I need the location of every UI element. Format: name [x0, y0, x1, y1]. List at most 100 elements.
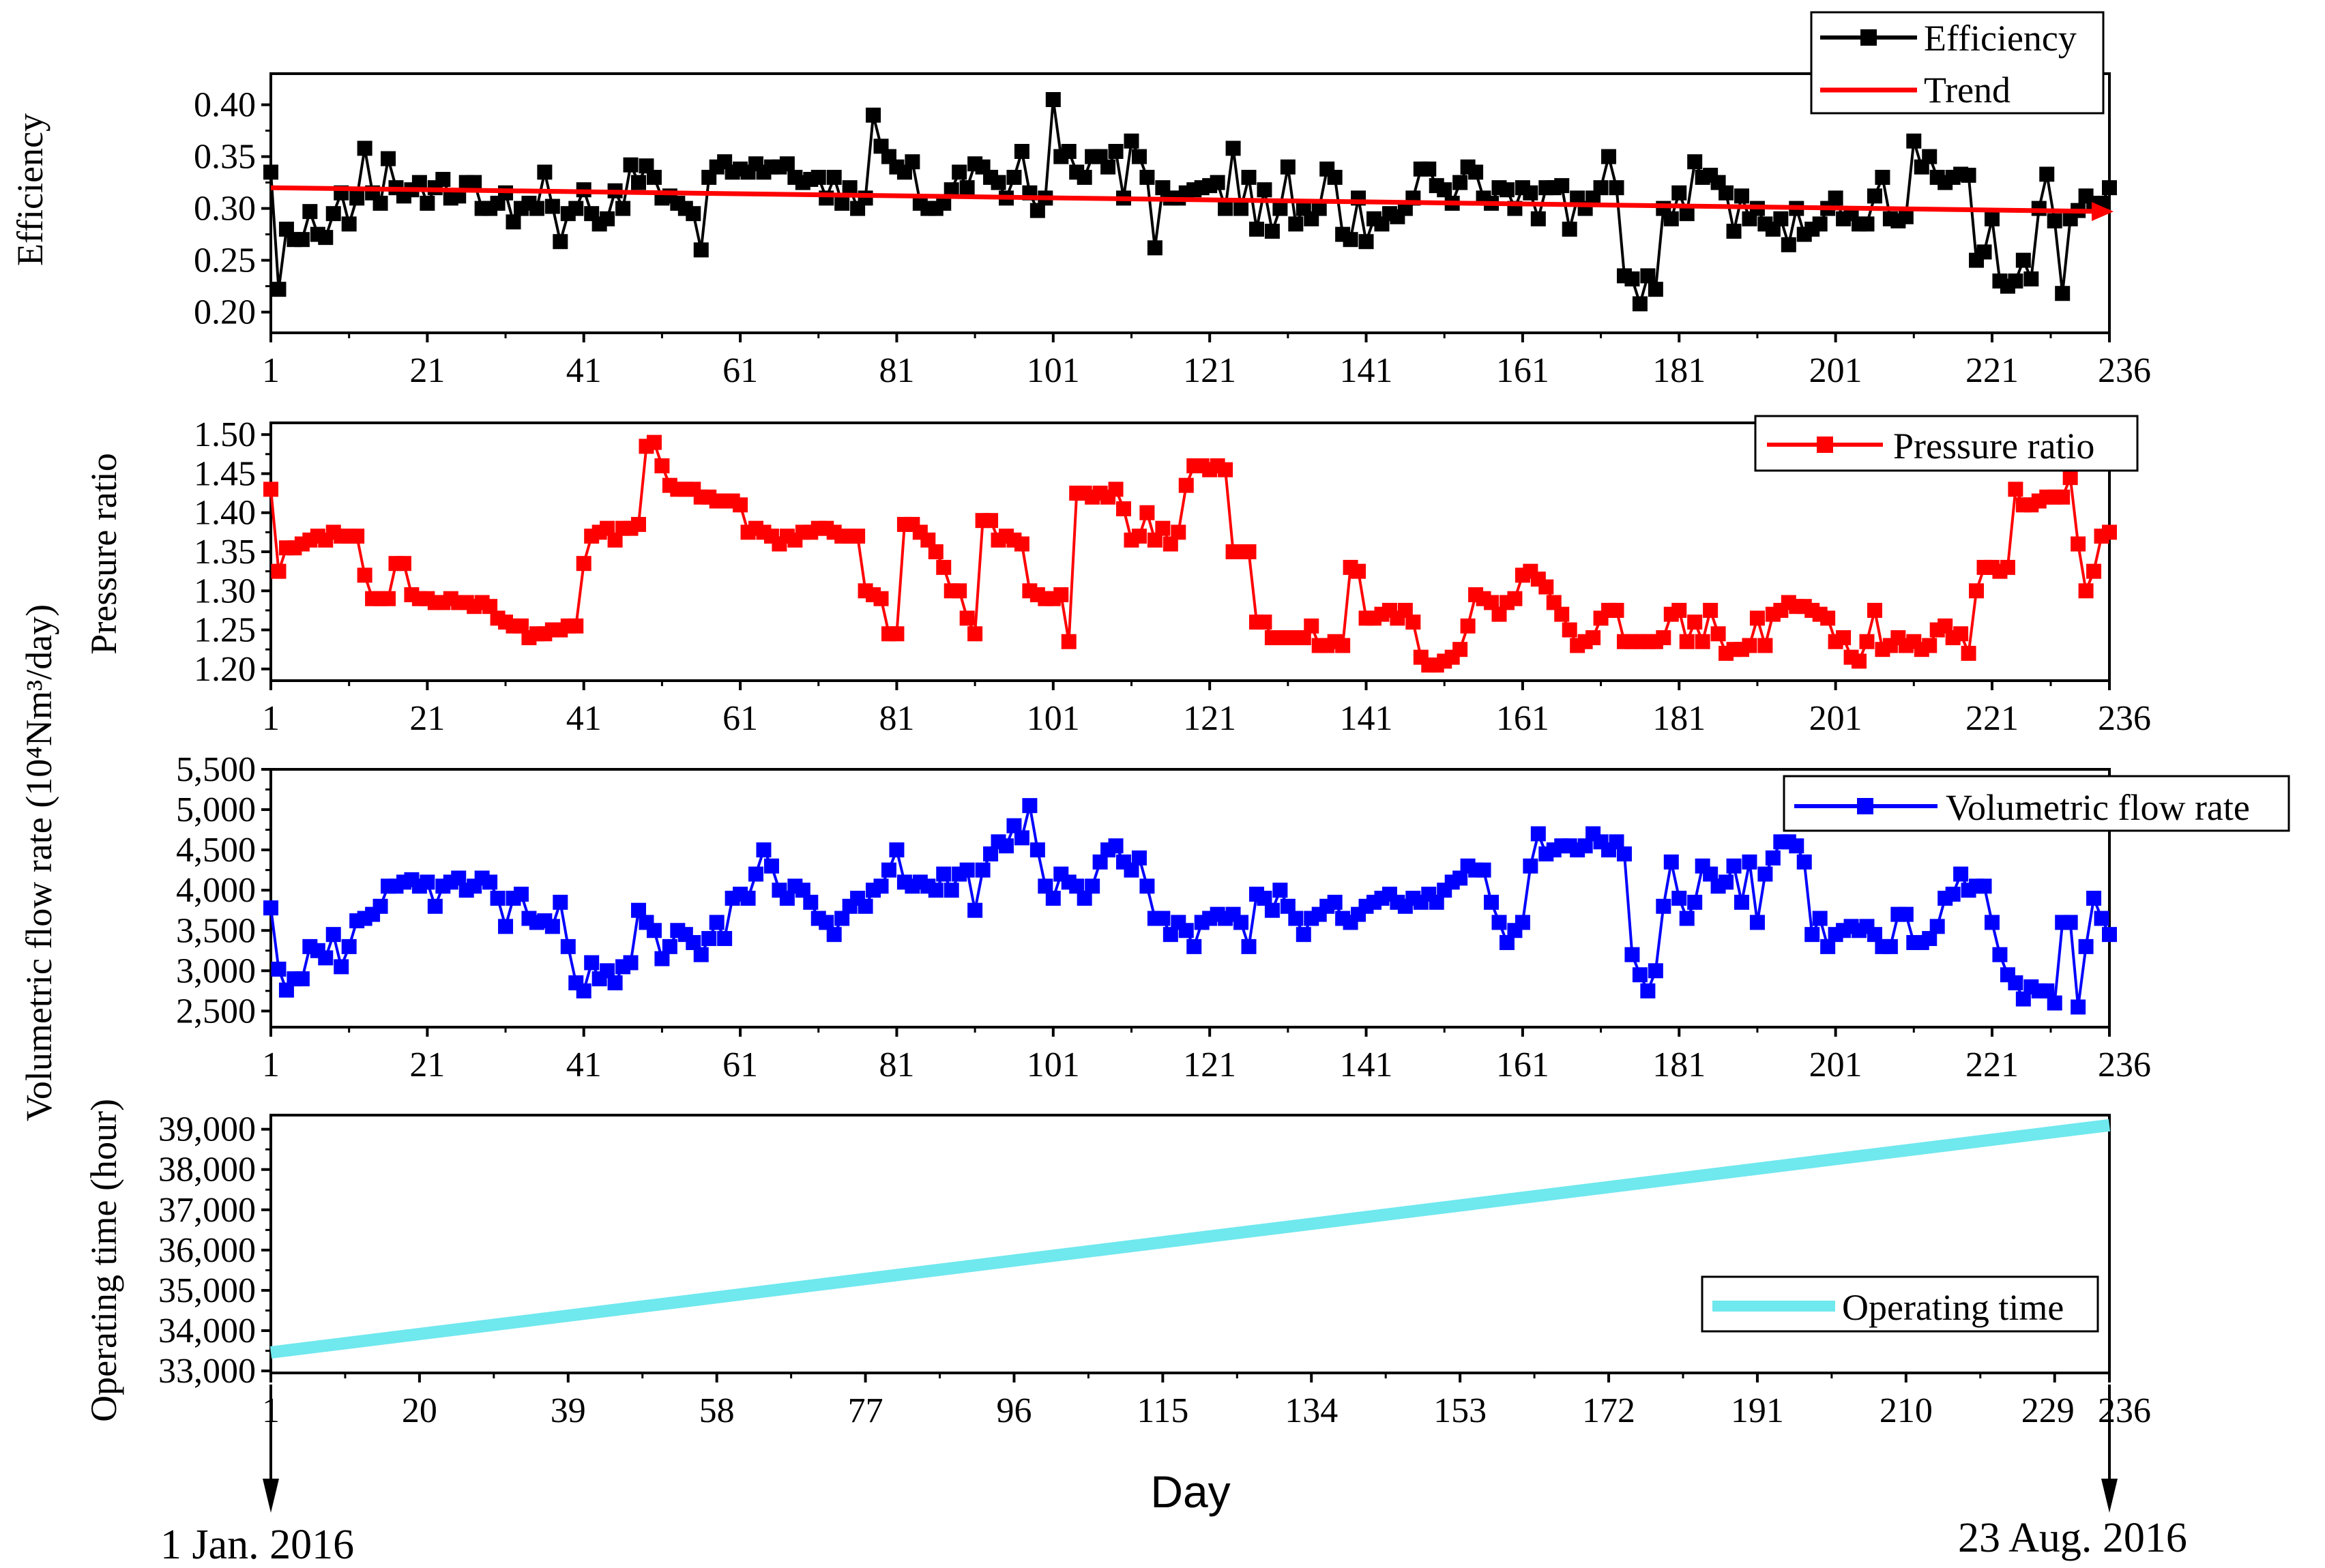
- flow-rate-data-point: [294, 971, 310, 987]
- efficiency-legend: Efficiency Trend: [1810, 11, 2105, 115]
- efficiency-data-point: [568, 201, 584, 216]
- efficiency-axis-label: Efficiency: [10, 113, 50, 266]
- pressure-ratio-data-point: [1178, 477, 1194, 493]
- flow-rate-data-point: [490, 891, 506, 906]
- pressure-ratio-x-tick-label: 101: [1027, 699, 1080, 738]
- pressure-ratio-x-tick-label: 161: [1496, 699, 1549, 738]
- efficiency-x-tick-label: 101: [1027, 351, 1080, 390]
- efficiency-legend-label: Efficiency: [1924, 18, 2077, 59]
- pressure-ratio-data-point: [873, 591, 889, 606]
- efficiency-x-tick-label: 21: [409, 351, 445, 390]
- pressure-ratio-data-point: [1257, 615, 1272, 630]
- flow-rate-data-point: [1757, 866, 1773, 882]
- pressure-ratio-x-tick-label: 41: [566, 699, 602, 738]
- flow-rate-data-point: [1124, 862, 1139, 878]
- pressure-ratio-data-point: [2086, 563, 2102, 579]
- flow-rate-data-point: [803, 894, 819, 910]
- flow-rate-data-point: [2015, 991, 2031, 1007]
- pressure-ratio-data-point: [1162, 536, 1178, 552]
- flow-rate-data-point: [1648, 963, 1663, 979]
- efficiency-data-point: [1100, 159, 1116, 175]
- efficiency-data-point: [905, 154, 920, 170]
- flow-rate-data-point: [576, 983, 591, 999]
- operating-time-x-tick-label: 115: [1137, 1391, 1188, 1430]
- flow-rate-data-point: [1499, 934, 1515, 950]
- efficiency-x-tick-label: 201: [1809, 351, 1862, 390]
- flow-rate-x-tick-label: 141: [1340, 1046, 1393, 1084]
- efficiency-x-tick-label: 121: [1183, 351, 1236, 390]
- pressure-ratio-data-point: [513, 618, 529, 634]
- flow-rate-data-point: [600, 963, 615, 979]
- operating-time-x-tick-label: 58: [699, 1391, 735, 1430]
- flow-rate-data-point: [1656, 898, 1671, 914]
- efficiency-x-tick-label: 181: [1652, 351, 1706, 390]
- flow-rate-data-point: [1789, 838, 1804, 854]
- start-arrow: [263, 1385, 279, 1513]
- pressure-ratio-x-tick-label: 181: [1652, 699, 1706, 738]
- flow-rate-data-point: [544, 919, 560, 934]
- flow-rate-data-point: [834, 911, 850, 926]
- pressure-ratio-data-point: [1147, 532, 1162, 548]
- efficiency-data-point: [1719, 185, 1734, 201]
- pressure-ratio-data-point: [1554, 606, 1570, 622]
- efficiency-data-point: [2015, 252, 2031, 268]
- operating-time-x-tick-label: 229: [2021, 1391, 2075, 1430]
- efficiency-x-tick-label: 61: [722, 351, 758, 390]
- flow-rate-x-tick-label: 41: [566, 1046, 602, 1084]
- flow-rate-data-point: [1984, 915, 2000, 930]
- efficiency-data-point: [435, 172, 451, 188]
- efficiency-data-point: [1280, 159, 1296, 175]
- flow-rate-data-point: [1820, 938, 1836, 954]
- efficiency-data-point: [1421, 161, 1437, 177]
- flow-rate-data-point: [1530, 826, 1546, 842]
- pressure-ratio-data-point: [959, 610, 975, 626]
- efficiency-data-point: [866, 107, 881, 123]
- operating-time-x-tick-label: 134: [1285, 1391, 1338, 1430]
- efficiency-data-point: [553, 234, 568, 250]
- pressure-ratio-data-point: [889, 626, 905, 642]
- efficiency-data-point: [1562, 222, 1577, 237]
- efficiency-data-point: [467, 175, 482, 190]
- flow-rate-data-point: [1671, 891, 1687, 906]
- flow-rate-data-point: [1038, 878, 1053, 894]
- flow-rate-data-point: [1663, 854, 1679, 870]
- efficiency-data-point: [1210, 175, 1225, 190]
- pressure-ratio-data-point: [2055, 489, 2071, 505]
- operating-time-plot-frame: [269, 1114, 2111, 1374]
- pressure-ratio-y-tick-label: 1.20: [194, 650, 256, 689]
- pressure-ratio-data-point: [271, 563, 287, 579]
- flow-rate-legend-label: Volumetric flow rate: [1946, 787, 2250, 828]
- flow-rate-data-point: [1898, 906, 1914, 922]
- efficiency-data-point: [1984, 211, 2000, 226]
- operating-time-y-tick-label: 39,000: [158, 1110, 256, 1149]
- pressure-ratio-data-point: [263, 482, 278, 497]
- efficiency-data-point: [2102, 180, 2117, 196]
- operating-time-x-tick-label: 172: [1582, 1391, 1635, 1430]
- efficiency-y-tick-label: 0.35: [194, 138, 256, 177]
- flow-rate-data-point: [1640, 983, 1656, 999]
- efficiency-data-point: [810, 170, 826, 185]
- efficiency-data-point: [1687, 154, 1703, 170]
- flow-rate-data-point: [1742, 854, 1757, 870]
- efficiency-y-tick-label: 0.25: [194, 241, 256, 280]
- pressure-ratio-data-point: [646, 434, 662, 450]
- flow-rate-data-point: [1006, 818, 1022, 833]
- efficiency-legend-box: [1810, 11, 2105, 115]
- efficiency-data-point: [2039, 166, 2055, 182]
- efficiency-data-point: [1248, 222, 1264, 237]
- efficiency-data-point: [1288, 216, 1304, 232]
- flow-rate-data-point: [748, 866, 764, 882]
- pressure-ratio-data-point: [733, 497, 748, 513]
- flow-rate-data-point: [646, 923, 662, 938]
- pressure-ratio-data-point: [1836, 630, 1852, 645]
- flow-rate-data-point: [779, 891, 795, 906]
- efficiency-x-tick-label: 81: [879, 351, 914, 390]
- flow-rate-data-point: [1577, 838, 1593, 854]
- pressure-ratio-data-point: [1852, 653, 1867, 669]
- pressure-ratio-data-point: [1296, 630, 1311, 645]
- flow-rate-axis-label: Volumetric flow rate (10⁴Nm³/day): [18, 604, 59, 1121]
- flow-rate-data-point: [2086, 891, 2102, 906]
- flow-rate-data-point: [1029, 842, 1045, 858]
